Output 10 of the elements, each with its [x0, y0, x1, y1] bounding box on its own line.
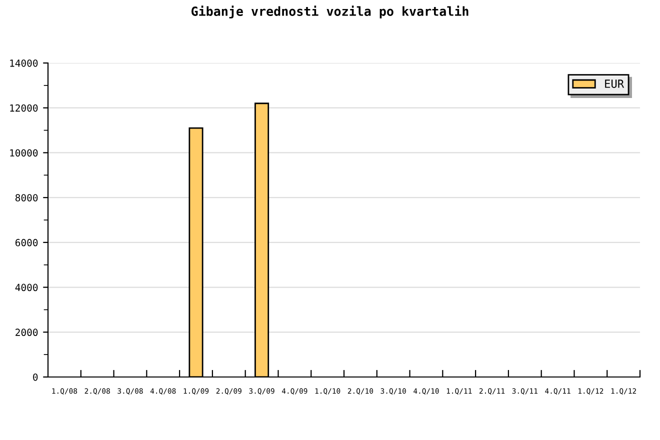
y-tick-label: 12000: [10, 104, 38, 112]
y-tick-label: 10000: [10, 149, 38, 157]
y-tick-label: 0: [33, 374, 38, 381]
chart-title: Gibanje vrednosti vozila po kvartalih: [191, 6, 468, 18]
y-tick-label: 4000: [15, 284, 38, 292]
legend-label: EUR: [605, 80, 624, 88]
y-tick-label: 2000: [16, 328, 38, 336]
y-tick-label: 8000: [15, 194, 38, 202]
y-tick-label: 6000: [15, 238, 38, 246]
y-tick-label: 14000: [10, 60, 38, 67]
